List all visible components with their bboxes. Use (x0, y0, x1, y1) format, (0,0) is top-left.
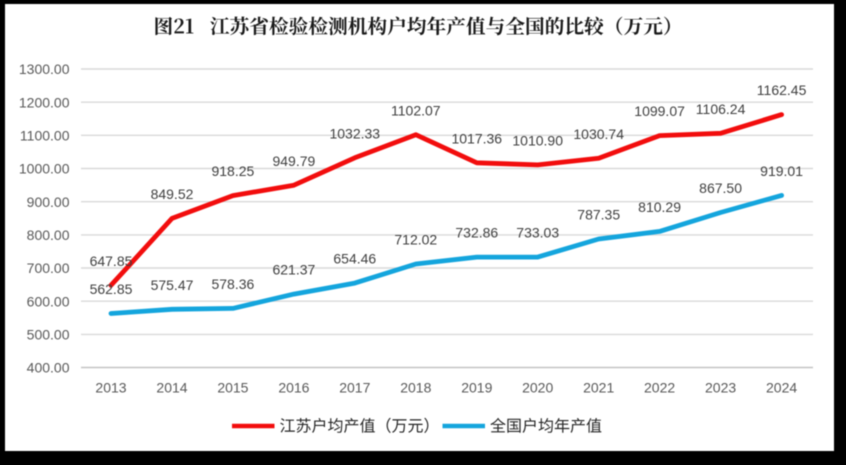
svg-text:575.47: 575.47 (151, 277, 194, 293)
svg-text:621.37: 621.37 (272, 262, 315, 278)
svg-text:600.00: 600.00 (27, 293, 70, 309)
svg-text:867.50: 867.50 (699, 180, 742, 196)
svg-text:400.00: 400.00 (27, 360, 70, 376)
svg-text:900.00: 900.00 (27, 194, 70, 210)
svg-text:810.29: 810.29 (638, 199, 681, 215)
svg-text:1000.00: 1000.00 (19, 161, 70, 177)
svg-text:2019: 2019 (461, 380, 492, 396)
svg-text:732.86: 732.86 (455, 225, 498, 241)
svg-text:654.46: 654.46 (333, 251, 376, 267)
svg-text:1032.33: 1032.33 (329, 125, 380, 141)
svg-text:647.85: 647.85 (90, 253, 133, 269)
svg-text:919.01: 919.01 (760, 163, 803, 179)
svg-text:849.52: 849.52 (151, 186, 194, 202)
svg-text:2013: 2013 (95, 380, 126, 396)
svg-text:1200.00: 1200.00 (19, 94, 70, 110)
svg-text:787.35: 787.35 (577, 207, 620, 223)
svg-text:949.79: 949.79 (272, 153, 315, 169)
svg-text:1100.00: 1100.00 (20, 127, 70, 143)
svg-text:1300.00: 1300.00 (19, 61, 70, 77)
svg-text:2022: 2022 (644, 380, 675, 396)
svg-text:1162.45: 1162.45 (757, 82, 807, 98)
svg-text:1106.24: 1106.24 (696, 101, 746, 117)
svg-text:1017.36: 1017.36 (451, 130, 502, 146)
svg-text:2023: 2023 (705, 380, 736, 396)
svg-text:1099.07: 1099.07 (634, 103, 685, 119)
svg-text:2015: 2015 (217, 380, 248, 396)
svg-text:733.03: 733.03 (516, 225, 559, 241)
svg-text:578.36: 578.36 (211, 276, 254, 292)
svg-text:1030.74: 1030.74 (573, 126, 624, 142)
svg-text:2017: 2017 (339, 380, 370, 396)
svg-text:2024: 2024 (766, 380, 797, 396)
svg-text:500.00: 500.00 (27, 327, 70, 343)
svg-text:700.00: 700.00 (27, 260, 70, 276)
svg-text:2016: 2016 (278, 380, 309, 396)
svg-text:1010.90: 1010.90 (512, 133, 563, 149)
svg-text:918.25: 918.25 (211, 163, 254, 179)
svg-text:2020: 2020 (522, 380, 553, 396)
svg-text:2014: 2014 (156, 380, 187, 396)
svg-text:800.00: 800.00 (27, 227, 70, 243)
svg-text:712.02: 712.02 (394, 232, 437, 248)
svg-text:1102.07: 1102.07 (391, 102, 441, 118)
svg-text:2021: 2021 (583, 380, 614, 396)
svg-text:562.85: 562.85 (90, 281, 133, 297)
svg-text:2018: 2018 (400, 380, 431, 396)
